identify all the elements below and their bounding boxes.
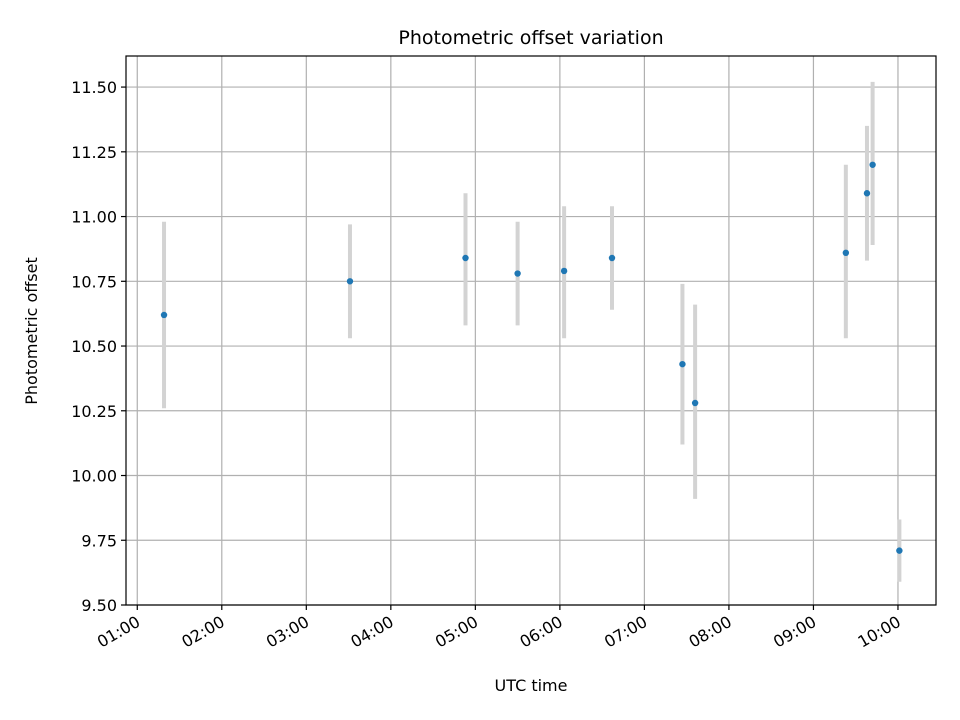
y-tick-label: 10.25 [71,402,117,421]
data-point [896,547,903,554]
data-point [869,161,876,168]
y-tick-label: 9.75 [81,531,117,550]
y-tick-label: 11.50 [71,78,117,97]
x-axis-label: UTC time [495,676,568,695]
data-point [462,254,469,262]
data-point [514,270,521,277]
y-tick-label: 10.50 [71,337,117,356]
data-point [346,278,354,285]
data-point [691,399,699,407]
plot-frame [125,55,937,606]
y-tick-label: 11.25 [71,143,117,162]
y-tick-label: 10.00 [71,467,117,486]
data-point [160,311,168,319]
y-tick-label: 11.00 [71,208,117,227]
data-point [679,360,686,368]
data-points [160,161,903,554]
y-tick-label: 10.75 [71,272,117,291]
data-point [863,190,871,197]
y-axis-ticks: 9.50 9.75 10.00 10.25 10.50 10.75 11.00 11.25 11… [71,78,126,615]
data-point [608,254,616,262]
y-axis-label: Photometric offset [22,257,41,405]
y-tick-label: 9.50 [81,596,117,615]
data-point [842,249,850,257]
data-point [560,267,568,275]
chart-title: Photometric offset variation [398,27,663,49]
